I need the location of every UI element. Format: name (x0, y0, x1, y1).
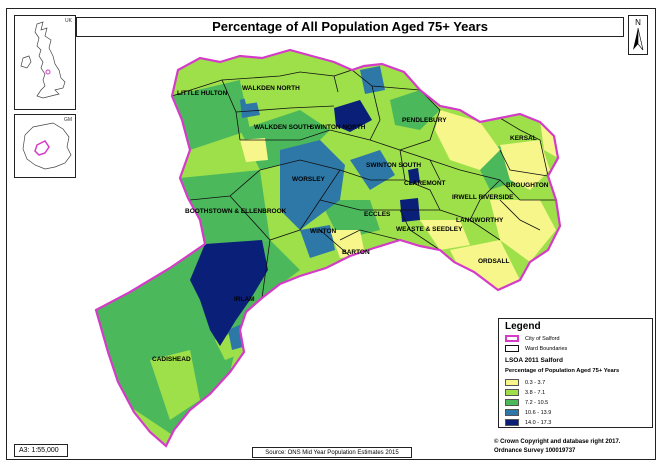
city-of-salford-boundary (94, 48, 562, 448)
city-boundary-swatch (505, 335, 519, 342)
map-legend: Legend City of Salford Ward Boundaries L… (498, 318, 653, 428)
ward-boundaries (171, 69, 556, 299)
uk-outline-icon (20, 21, 66, 99)
class-label: 3.8 - 7.1 (525, 389, 546, 396)
ward-label-swinton-north: SWINTON NORTH (310, 124, 366, 131)
legend-class-row: 7.2 - 10.5 (505, 399, 548, 406)
ward-label-little-hulton: LITTLE HULTON (177, 90, 228, 97)
ward-label-irlam: IRLAM (234, 296, 255, 303)
ward-label-irwell-riverside: IRWELL RIVERSIDE (452, 194, 514, 201)
north-letter: N (635, 18, 641, 27)
ward-label-barton: BARTON (342, 249, 370, 256)
ward-boundary-swatch (505, 345, 519, 352)
legend-lsoa-label: LSOA 2011 Salford (505, 357, 563, 364)
class-label: 7.2 - 10.5 (525, 399, 549, 406)
ward-label-worsley: WORSLEY (292, 176, 325, 183)
uk-inset-label: UK (65, 18, 72, 24)
gm-inset-label: GM (63, 117, 72, 123)
map-scale: A3: 1:55,000 (14, 444, 68, 457)
ward-label-swinton-south: SWINTON SOUTH (366, 162, 422, 169)
ward-label-langworthy: LANGWORTHY (456, 217, 504, 224)
ward-label-pendlebury: PENDLEBURY (402, 117, 447, 124)
ward-label-weaste-seedley: WEASTE & SEEDLEY (396, 226, 463, 233)
legend-city-label: City of Salford (525, 335, 560, 342)
class-label: 10.6 - 13.9 (525, 409, 552, 416)
ward-label-walkden-south: WALKDEN SOUTH (254, 124, 312, 131)
gm-inset-map: GM (14, 114, 76, 178)
copyright-line-2: Ordnance Survey 100019737 (494, 448, 576, 454)
map-title: Percentage of All Population Aged 75+ Ye… (76, 17, 624, 37)
class-swatch (505, 409, 519, 416)
copyright-line-1: © Crown Copyright and database right 201… (494, 439, 621, 445)
class-swatch (505, 419, 519, 426)
class-label: 14.0 - 17.3 (525, 419, 552, 426)
ward-label-walkden-north: WALKDEN NORTH (242, 85, 300, 92)
ward-label-boothstown-ellenbrook: BOOTHSTOWN & ELLENBROOK (185, 208, 287, 215)
gm-outline-icon (22, 122, 72, 170)
legend-city-row: City of Salford (505, 335, 560, 342)
legend-title: Legend (505, 321, 541, 332)
ward-label-claremont: CLAREMONT (404, 180, 446, 187)
class-swatch (505, 379, 519, 386)
legend-class-row: 14.0 - 17.3 (505, 419, 551, 426)
uk-inset-map: UK (14, 15, 76, 110)
legend-class-row: 10.6 - 13.9 (505, 409, 551, 416)
map-frame (6, 8, 656, 460)
ward-label-kersal: KERSAL (510, 135, 537, 142)
data-source: Source: ONS Mid Year Population Estimate… (252, 447, 412, 458)
ward-label-winton: WINTON (310, 228, 337, 235)
ward-label-cadishead: CADISHEAD (152, 356, 191, 363)
legend-measure-label: Percentage of Population Aged 75+ Years (505, 368, 620, 374)
ward-label-eccles: ECCLES (364, 211, 391, 218)
class-swatch (505, 389, 519, 396)
copyright-notice: © Crown Copyright and database right 201… (494, 438, 656, 456)
ward-label-broughton: BROUGHTON (506, 182, 549, 189)
class-label: 0.3 - 3.7 (525, 379, 546, 386)
ward-label-ordsall: ORDSALL (478, 258, 510, 265)
legend-ward-label: Ward Boundaries (525, 345, 568, 352)
legend-class-row: 0.3 - 3.7 (505, 379, 545, 386)
north-arrow-icon: N (633, 18, 644, 51)
legend-class-row: 3.8 - 7.1 (505, 389, 545, 396)
north-arrow: N (628, 15, 648, 55)
legend-ward-row: Ward Boundaries (505, 345, 567, 352)
class-swatch (505, 399, 519, 406)
